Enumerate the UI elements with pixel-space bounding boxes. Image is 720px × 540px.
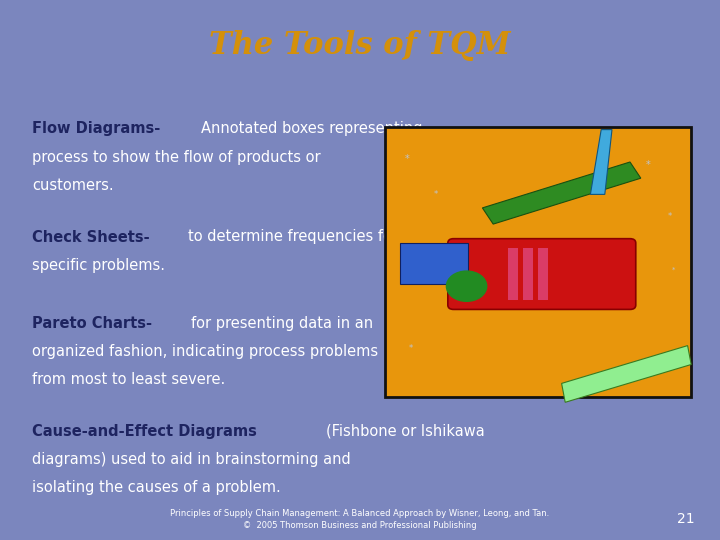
- FancyBboxPatch shape: [448, 239, 636, 309]
- Text: 21: 21: [678, 512, 695, 526]
- Text: specific problems.: specific problems.: [32, 258, 166, 273]
- FancyBboxPatch shape: [385, 127, 691, 397]
- Text: (Fishbone or Ishikawa: (Fishbone or Ishikawa: [326, 424, 485, 439]
- Text: *: *: [635, 365, 639, 375]
- Text: to determine frequencies for: to determine frequencies for: [188, 230, 397, 245]
- Text: customers.: customers.: [32, 178, 114, 193]
- Text: *: *: [405, 154, 409, 164]
- Bar: [523, 248, 533, 300]
- Text: *: *: [408, 344, 413, 353]
- Polygon shape: [590, 130, 612, 194]
- Text: *: *: [433, 190, 438, 199]
- Text: from most to least severe.: from most to least severe.: [32, 372, 225, 387]
- Bar: [538, 248, 548, 300]
- Polygon shape: [482, 162, 641, 224]
- Text: *: *: [667, 212, 672, 220]
- Text: Flow Diagrams-: Flow Diagrams-: [32, 122, 161, 137]
- Text: Cause-and-Effect Diagrams: Cause-and-Effect Diagrams: [32, 424, 257, 439]
- Text: Principles of Supply Chain Management: A Balanced Approach by Wisner, Leong, and: Principles of Supply Chain Management: A…: [171, 509, 549, 530]
- Polygon shape: [562, 346, 691, 402]
- Text: Annotated boxes representing: Annotated boxes representing: [202, 122, 423, 137]
- Text: process to show the flow of products or: process to show the flow of products or: [32, 150, 321, 165]
- FancyBboxPatch shape: [400, 243, 468, 284]
- Bar: [508, 248, 518, 300]
- Text: Pareto Charts-: Pareto Charts-: [32, 316, 153, 331]
- Text: Check Sheets-: Check Sheets-: [32, 230, 150, 245]
- Text: isolating the causes of a problem.: isolating the causes of a problem.: [32, 480, 281, 495]
- Text: *: *: [646, 160, 650, 170]
- Text: The Tools of TQM: The Tools of TQM: [210, 30, 510, 62]
- Circle shape: [446, 271, 487, 301]
- Text: diagrams) used to aid in brainstorming and: diagrams) used to aid in brainstorming a…: [32, 452, 351, 467]
- Text: organized fashion, indicating process problems: organized fashion, indicating process pr…: [32, 344, 379, 359]
- Text: for presenting data in an: for presenting data in an: [191, 316, 373, 331]
- Text: *: *: [672, 267, 675, 273]
